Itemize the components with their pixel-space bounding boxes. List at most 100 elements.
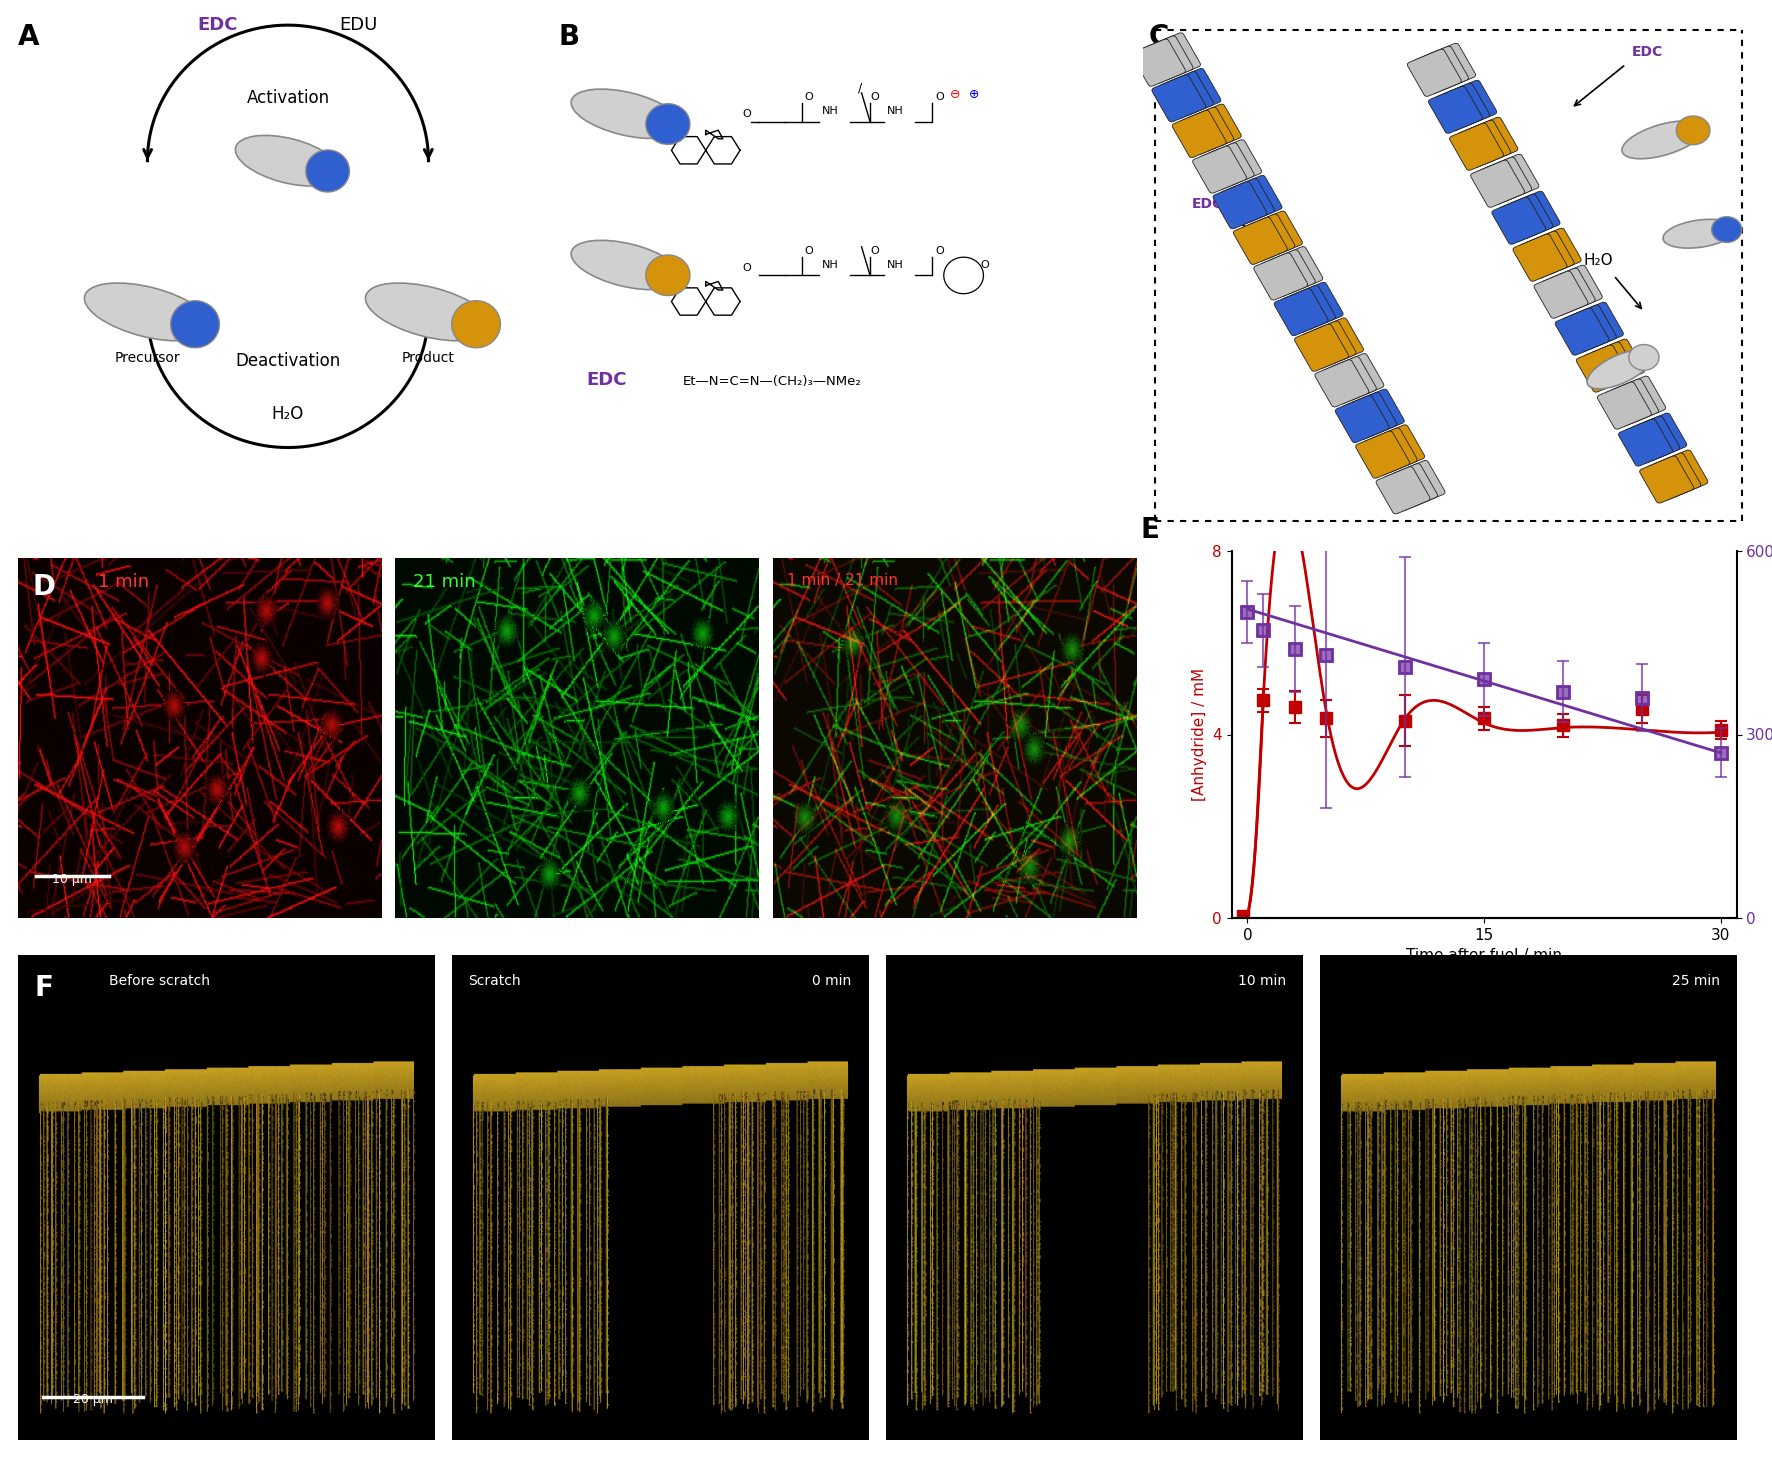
FancyBboxPatch shape bbox=[1597, 382, 1652, 429]
Text: O: O bbox=[804, 91, 813, 101]
FancyBboxPatch shape bbox=[1499, 194, 1552, 241]
FancyBboxPatch shape bbox=[1228, 175, 1281, 223]
Text: NH: NH bbox=[888, 106, 904, 116]
FancyBboxPatch shape bbox=[1513, 234, 1566, 281]
Text: ⊕: ⊕ bbox=[969, 88, 980, 101]
FancyBboxPatch shape bbox=[1471, 160, 1524, 207]
X-axis label: Time after fuel / min: Time after fuel / min bbox=[1405, 949, 1563, 964]
FancyBboxPatch shape bbox=[1240, 214, 1295, 261]
Text: EDC: EDC bbox=[587, 372, 627, 389]
Text: 10 μm: 10 μm bbox=[51, 873, 92, 886]
FancyBboxPatch shape bbox=[1556, 308, 1609, 355]
FancyBboxPatch shape bbox=[1414, 46, 1469, 94]
Text: 1 min: 1 min bbox=[97, 573, 149, 591]
Ellipse shape bbox=[645, 256, 689, 295]
FancyBboxPatch shape bbox=[1350, 389, 1403, 436]
Ellipse shape bbox=[645, 104, 689, 144]
FancyBboxPatch shape bbox=[1139, 35, 1193, 84]
FancyBboxPatch shape bbox=[1146, 32, 1200, 79]
Text: 1 min / 21 min: 1 min / 21 min bbox=[787, 573, 898, 588]
FancyBboxPatch shape bbox=[1159, 72, 1214, 119]
FancyBboxPatch shape bbox=[1625, 416, 1680, 463]
FancyBboxPatch shape bbox=[1618, 419, 1673, 466]
Ellipse shape bbox=[1621, 120, 1703, 159]
FancyBboxPatch shape bbox=[1372, 425, 1425, 472]
Text: B: B bbox=[558, 22, 579, 50]
FancyBboxPatch shape bbox=[1269, 247, 1322, 294]
FancyBboxPatch shape bbox=[1570, 303, 1623, 350]
FancyBboxPatch shape bbox=[1549, 264, 1602, 313]
Ellipse shape bbox=[1664, 219, 1735, 248]
FancyBboxPatch shape bbox=[1221, 178, 1274, 226]
FancyBboxPatch shape bbox=[1457, 120, 1512, 167]
Ellipse shape bbox=[571, 241, 680, 289]
FancyBboxPatch shape bbox=[1295, 325, 1348, 372]
FancyBboxPatch shape bbox=[1233, 217, 1286, 264]
FancyBboxPatch shape bbox=[1646, 452, 1701, 499]
FancyBboxPatch shape bbox=[1485, 154, 1538, 201]
Text: A: A bbox=[18, 22, 39, 50]
FancyBboxPatch shape bbox=[1173, 110, 1226, 157]
FancyBboxPatch shape bbox=[1262, 250, 1315, 297]
Text: NH: NH bbox=[822, 260, 838, 270]
Text: O: O bbox=[742, 263, 751, 273]
Text: EDC: EDC bbox=[1632, 46, 1664, 59]
Text: O: O bbox=[870, 245, 879, 256]
Text: NH: NH bbox=[888, 260, 904, 270]
Text: NH: NH bbox=[822, 106, 838, 116]
Text: ⊖: ⊖ bbox=[950, 88, 960, 101]
FancyBboxPatch shape bbox=[1384, 464, 1437, 511]
FancyBboxPatch shape bbox=[1449, 123, 1503, 170]
Text: 20 μm: 20 μm bbox=[73, 1393, 113, 1406]
FancyBboxPatch shape bbox=[1435, 84, 1490, 131]
FancyBboxPatch shape bbox=[1421, 43, 1476, 91]
Ellipse shape bbox=[1588, 350, 1653, 389]
FancyBboxPatch shape bbox=[1214, 182, 1267, 229]
Text: E: E bbox=[1141, 516, 1159, 544]
FancyBboxPatch shape bbox=[1407, 48, 1462, 97]
FancyBboxPatch shape bbox=[1200, 142, 1255, 190]
Text: C: C bbox=[1148, 22, 1170, 50]
FancyBboxPatch shape bbox=[1632, 413, 1687, 460]
FancyBboxPatch shape bbox=[1535, 272, 1588, 319]
FancyBboxPatch shape bbox=[1653, 450, 1708, 497]
FancyBboxPatch shape bbox=[1356, 430, 1409, 479]
FancyBboxPatch shape bbox=[1577, 345, 1630, 392]
FancyBboxPatch shape bbox=[1315, 360, 1368, 407]
FancyBboxPatch shape bbox=[1639, 455, 1694, 504]
FancyBboxPatch shape bbox=[1290, 282, 1343, 329]
FancyBboxPatch shape bbox=[1281, 285, 1336, 332]
Text: EDC: EDC bbox=[1193, 197, 1223, 210]
FancyBboxPatch shape bbox=[1302, 322, 1356, 369]
Text: H₂O: H₂O bbox=[1582, 253, 1613, 267]
Text: O: O bbox=[980, 260, 989, 270]
Text: 25 min: 25 min bbox=[1673, 974, 1721, 989]
FancyBboxPatch shape bbox=[1506, 191, 1559, 238]
FancyBboxPatch shape bbox=[1322, 357, 1377, 404]
FancyBboxPatch shape bbox=[1209, 140, 1262, 187]
Text: Precursor: Precursor bbox=[115, 351, 181, 366]
Y-axis label: [Anhydride] / mM: [Anhydride] / mM bbox=[1191, 668, 1207, 801]
Ellipse shape bbox=[365, 284, 491, 341]
Text: Scratch: Scratch bbox=[468, 974, 521, 989]
FancyBboxPatch shape bbox=[1542, 267, 1595, 316]
FancyBboxPatch shape bbox=[1331, 354, 1384, 401]
FancyBboxPatch shape bbox=[1132, 40, 1185, 87]
Ellipse shape bbox=[1628, 345, 1659, 370]
FancyBboxPatch shape bbox=[1343, 392, 1396, 439]
Text: /: / bbox=[858, 81, 861, 94]
FancyBboxPatch shape bbox=[1428, 87, 1483, 134]
FancyBboxPatch shape bbox=[1563, 306, 1616, 353]
Ellipse shape bbox=[307, 150, 349, 192]
Text: F: F bbox=[34, 974, 53, 1002]
Ellipse shape bbox=[170, 301, 220, 348]
Text: O: O bbox=[870, 91, 879, 101]
Text: O: O bbox=[742, 109, 751, 119]
Text: Activation: Activation bbox=[246, 90, 330, 107]
Text: EDU: EDU bbox=[338, 16, 377, 34]
FancyBboxPatch shape bbox=[1249, 212, 1302, 259]
Ellipse shape bbox=[236, 135, 340, 187]
FancyBboxPatch shape bbox=[1168, 69, 1221, 116]
FancyBboxPatch shape bbox=[1527, 228, 1581, 275]
FancyBboxPatch shape bbox=[1187, 104, 1240, 151]
